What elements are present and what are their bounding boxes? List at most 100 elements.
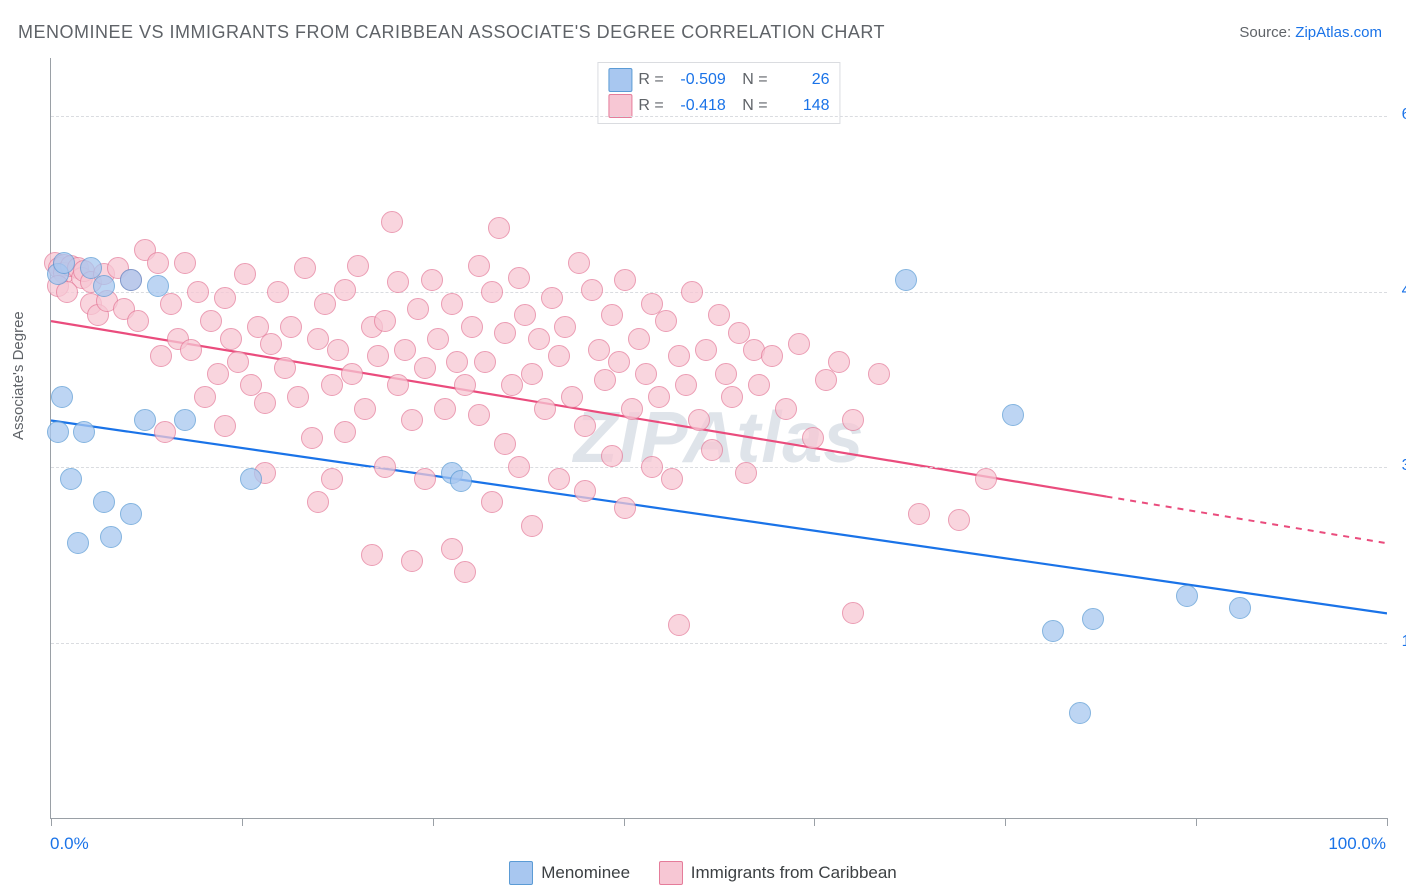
data-point	[134, 409, 156, 431]
data-point	[494, 433, 516, 455]
data-point	[454, 561, 476, 583]
data-point	[120, 503, 142, 525]
x-tick	[814, 818, 815, 826]
data-point	[1042, 620, 1064, 642]
data-point	[93, 491, 115, 513]
data-point	[120, 269, 142, 291]
data-point	[240, 468, 262, 490]
legend-item-menominee: Menominee	[509, 861, 630, 885]
data-point	[347, 255, 369, 277]
data-point	[581, 279, 603, 301]
data-point	[80, 257, 102, 279]
data-point	[708, 304, 730, 326]
data-point	[287, 386, 309, 408]
data-point	[280, 316, 302, 338]
data-point	[788, 333, 810, 355]
data-point	[514, 304, 536, 326]
data-point	[1229, 597, 1251, 619]
data-point	[648, 386, 670, 408]
source-attribution: Source: ZipAtlas.com	[1239, 24, 1382, 41]
data-point	[180, 339, 202, 361]
data-point	[1176, 585, 1198, 607]
data-point	[401, 409, 423, 431]
x-tick	[1196, 818, 1197, 826]
data-point	[150, 345, 172, 367]
data-point	[454, 374, 476, 396]
data-point	[614, 497, 636, 519]
data-point	[721, 386, 743, 408]
data-point	[521, 515, 543, 537]
data-point	[554, 316, 576, 338]
data-point	[748, 374, 770, 396]
data-point	[60, 468, 82, 490]
data-point	[842, 409, 864, 431]
data-point	[450, 470, 472, 492]
data-point	[53, 252, 75, 274]
data-point	[214, 287, 236, 309]
plot-area: ZIPAtlas R = -0.509 N = 26 R = -0.418 N …	[50, 58, 1387, 819]
data-point	[975, 468, 997, 490]
data-point	[908, 503, 930, 525]
data-point	[154, 421, 176, 443]
gridline	[51, 116, 1387, 117]
data-point	[735, 462, 757, 484]
data-point	[294, 257, 316, 279]
data-point	[414, 468, 436, 490]
data-point	[528, 328, 550, 350]
trend-line	[51, 321, 1106, 497]
data-point	[488, 217, 510, 239]
data-point	[574, 480, 596, 502]
gridline	[51, 643, 1387, 644]
data-point	[588, 339, 610, 361]
data-point	[521, 363, 543, 385]
data-point	[668, 614, 690, 636]
data-point	[321, 374, 343, 396]
data-point	[688, 409, 710, 431]
data-point	[214, 415, 236, 437]
data-point	[655, 310, 677, 332]
data-point	[361, 544, 383, 566]
source-link[interactable]: ZipAtlas.com	[1295, 24, 1382, 41]
data-point	[548, 468, 570, 490]
data-point	[407, 298, 429, 320]
data-point	[93, 275, 115, 297]
data-point	[314, 293, 336, 315]
data-point	[481, 491, 503, 513]
data-point	[67, 532, 89, 554]
swatch-pink-icon	[659, 861, 683, 885]
source-prefix: Source:	[1239, 24, 1295, 41]
data-point	[541, 287, 563, 309]
data-point	[802, 427, 824, 449]
data-point	[868, 363, 890, 385]
data-point	[481, 281, 503, 303]
data-point	[174, 252, 196, 274]
data-point	[441, 538, 463, 560]
data-point	[381, 211, 403, 233]
data-point	[51, 386, 73, 408]
data-point	[608, 351, 630, 373]
data-point	[354, 398, 376, 420]
y-tick-label: 60.0%	[1392, 106, 1406, 124]
data-point	[321, 468, 343, 490]
data-point	[1002, 404, 1024, 426]
data-point	[1082, 608, 1104, 630]
legend-item-caribbean: Immigrants from Caribbean	[659, 861, 897, 885]
data-point	[374, 456, 396, 478]
data-point	[761, 345, 783, 367]
data-point	[446, 351, 468, 373]
trend-line-extrapolated	[1106, 497, 1387, 544]
data-point	[468, 255, 490, 277]
x-tick	[242, 818, 243, 826]
data-point	[220, 328, 242, 350]
trend-lines-layer	[51, 58, 1387, 818]
data-point	[414, 357, 436, 379]
data-point	[461, 316, 483, 338]
data-point	[508, 456, 530, 478]
data-point	[147, 275, 169, 297]
data-point	[701, 439, 723, 461]
data-point	[695, 339, 717, 361]
data-point	[207, 363, 229, 385]
data-point	[194, 386, 216, 408]
data-point	[100, 526, 122, 548]
data-point	[334, 421, 356, 443]
